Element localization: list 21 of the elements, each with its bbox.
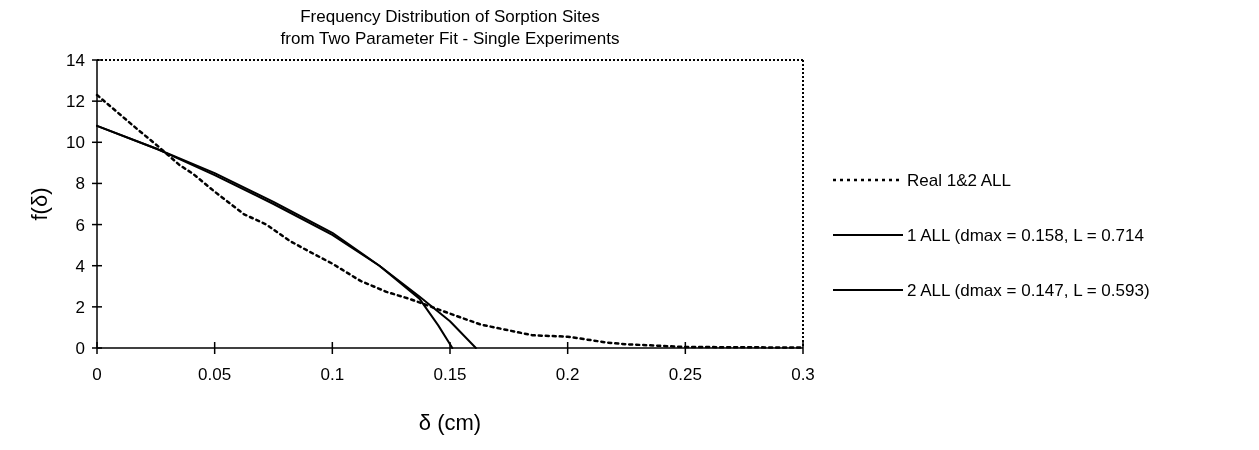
y-tick-label: 14 bbox=[66, 51, 85, 70]
x-tick-label: 0.05 bbox=[198, 365, 232, 384]
y-tick-label: 8 bbox=[75, 174, 85, 194]
y-axis-title: f(δ) bbox=[27, 187, 52, 221]
x-tick-label: 0.15 bbox=[433, 365, 467, 384]
y-tick-label: 2 bbox=[75, 297, 85, 317]
x-tick-label: 0.1 bbox=[320, 365, 345, 384]
y-tick-label: 6 bbox=[75, 215, 85, 235]
legend-label: 1 ALL (dmax = 0.158, L = 0.714 bbox=[907, 226, 1144, 245]
x-axis-title: δ (cm) bbox=[418, 410, 482, 435]
y-tick-label: 4 bbox=[75, 256, 85, 276]
x-tick-label: 0.3 bbox=[791, 365, 815, 384]
legend-label: 2 ALL (dmax = 0.147, L = 0.593) bbox=[907, 281, 1150, 300]
y-tick-label: 0 bbox=[75, 339, 85, 358]
chart-title: Frequency Distribution of Sorption Sites from Two Parameter Fit - Single Experiments bbox=[280, 7, 620, 48]
x-tick-label: 0 bbox=[92, 365, 102, 384]
x-tick-label: 0.25 bbox=[668, 365, 702, 384]
legend-label: Real 1&2 ALL bbox=[907, 171, 1011, 190]
y-tick-label: 10 bbox=[66, 133, 85, 153]
x-tick-label: 0.2 bbox=[555, 365, 580, 384]
y-tick-label: 12 bbox=[66, 92, 85, 112]
